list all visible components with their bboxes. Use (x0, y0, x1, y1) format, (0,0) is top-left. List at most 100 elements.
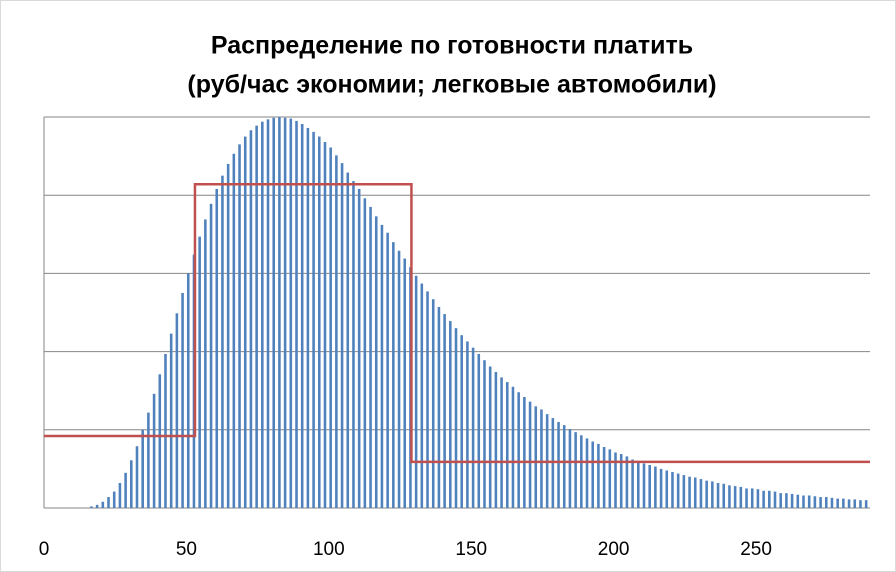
bar (693, 477, 697, 508)
bar (363, 198, 367, 508)
bar (278, 117, 281, 508)
bar (437, 307, 441, 508)
bar (289, 118, 293, 509)
bar (500, 377, 503, 508)
bar (414, 275, 418, 508)
bar (608, 449, 612, 508)
bar (523, 396, 526, 508)
bar (95, 504, 99, 508)
bar (517, 392, 520, 508)
bar (665, 470, 669, 508)
bar (306, 127, 310, 508)
bar (386, 232, 389, 508)
bar (819, 497, 822, 508)
bar (773, 491, 777, 508)
bar (403, 258, 407, 508)
bar (671, 472, 674, 508)
bar (488, 366, 492, 508)
bar (768, 490, 771, 508)
chart-title: Распределение по готовности платить (211, 32, 693, 60)
bar (864, 500, 868, 508)
bar (631, 459, 634, 508)
bar (449, 321, 452, 508)
bar (90, 506, 93, 508)
bar (431, 299, 435, 508)
bar (528, 401, 532, 508)
bar (369, 206, 372, 508)
bar (141, 429, 144, 508)
bar (847, 499, 851, 508)
bar (625, 456, 629, 508)
bar (762, 490, 765, 508)
bar (101, 501, 105, 508)
bar (255, 125, 258, 509)
bar (705, 480, 708, 508)
bar (283, 117, 287, 509)
bar (266, 119, 270, 508)
bar (130, 460, 133, 508)
bar (580, 435, 583, 508)
bar (152, 393, 156, 508)
bar (562, 425, 566, 508)
bar (807, 495, 811, 508)
x-tick-label: 0 (39, 539, 50, 560)
bar (682, 475, 686, 508)
bar (728, 485, 731, 508)
x-tick-label: 150 (455, 539, 487, 560)
bar (226, 163, 230, 509)
bar (688, 476, 691, 508)
bar (534, 406, 538, 508)
bar (859, 500, 862, 508)
bar (802, 495, 805, 508)
bar (147, 412, 150, 508)
bar (249, 130, 253, 508)
bar (614, 452, 617, 508)
bar (756, 489, 760, 508)
bar (796, 494, 800, 508)
bar (454, 328, 458, 508)
bar (540, 409, 543, 508)
bar (830, 497, 834, 508)
chart-title: (руб/час экономии; легковые автомобили) (187, 71, 716, 99)
bar (642, 463, 646, 508)
bar (107, 497, 110, 508)
bar (568, 429, 572, 508)
bar (215, 188, 219, 508)
bar (711, 481, 714, 508)
bar (186, 273, 190, 508)
bar (471, 347, 475, 508)
bar (824, 497, 828, 508)
bar (511, 386, 515, 508)
bar (295, 120, 298, 508)
bar (557, 421, 560, 508)
bar (243, 136, 247, 509)
bar (659, 468, 663, 508)
bar (426, 291, 429, 508)
bar (494, 371, 498, 508)
bar (585, 438, 589, 508)
bar (181, 292, 184, 508)
bar (300, 124, 304, 509)
bar (745, 488, 748, 508)
bar (198, 236, 201, 508)
bar (750, 488, 754, 508)
bar (112, 491, 116, 508)
bar (483, 360, 486, 508)
bar (352, 181, 355, 508)
bar (272, 117, 275, 509)
bar (699, 479, 703, 508)
bar (135, 446, 139, 508)
bar (329, 147, 332, 509)
x-tick-label: 50 (176, 539, 197, 560)
bar (318, 136, 321, 509)
x-tick-label: 250 (740, 539, 772, 560)
bar (853, 499, 857, 508)
bar (739, 486, 743, 508)
bar (460, 335, 463, 508)
bar (654, 466, 657, 508)
bar (346, 172, 350, 508)
bar (380, 224, 384, 508)
bar (574, 432, 577, 508)
bar (169, 333, 173, 508)
